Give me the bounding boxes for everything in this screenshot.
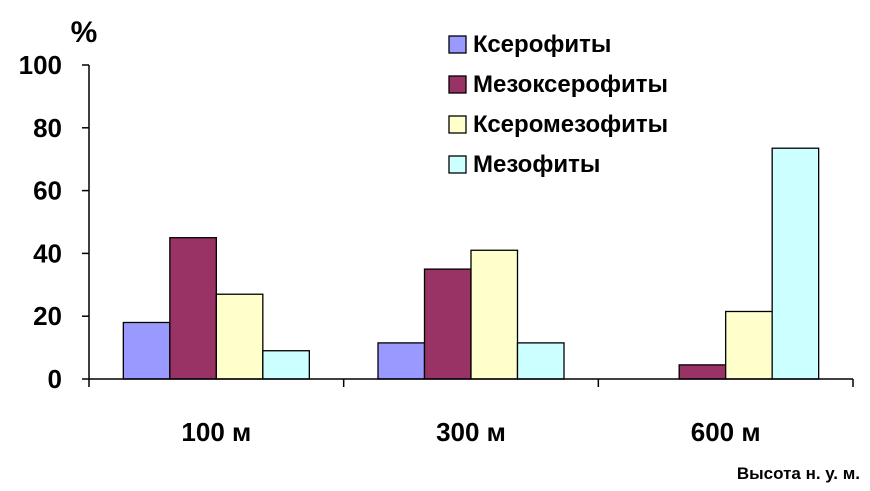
y-ticks-group: 0 20 40 60 80 100 [19,50,89,394]
x-ticks-group: 100 м 300 м 600 м [88,379,854,447]
legend-swatch [448,75,467,94]
legend-swatch [448,35,467,54]
y-tick-label: 0 [48,364,62,394]
bar [122,321,171,380]
legend-label: Мезоксерофиты [473,71,668,98]
x-tick-label: 100 м [181,417,251,447]
legend-swatch [448,115,467,134]
bars-group [122,147,820,380]
bar [215,293,264,380]
y-tick-label: 80 [33,113,62,143]
bar [678,364,727,380]
legend: Ксерофиты Мезоксерофиты Ксеромезофиты Мезоф… [448,31,668,178]
legend-label: Мезофиты [473,151,600,178]
axes-group [88,65,853,380]
bar [470,249,519,380]
bar [771,147,820,380]
y-axis-label: % [71,16,98,49]
legend-label: Ксерофиты [473,31,611,58]
y-tick-label: 20 [33,301,62,331]
x-axis-label: Высота н. у. м. [737,464,860,483]
legend-swatch [448,155,467,174]
legend-label: Ксеромезофиты [473,111,668,138]
bar [725,310,773,380]
bar [377,342,426,380]
x-tick-label: 600 м [691,417,761,447]
bar [516,342,565,380]
bar [262,350,310,380]
y-tick-label: 60 [33,176,62,206]
bar [169,237,217,380]
x-tick-label: 300 м [436,417,506,447]
y-tick-label: 40 [33,238,62,268]
bar [423,268,472,380]
y-tick-label: 100 [19,50,62,80]
